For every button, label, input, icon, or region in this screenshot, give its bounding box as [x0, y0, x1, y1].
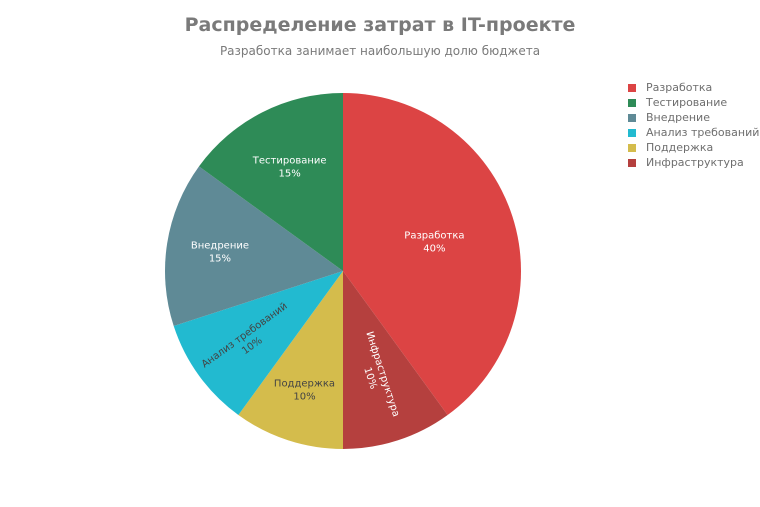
- legend-label: Внедрение: [646, 111, 710, 124]
- pie-slice[interactable]: [343, 93, 522, 416]
- legend-label: Разработка: [646, 81, 713, 94]
- slice-percent: 15%: [279, 168, 301, 179]
- pie-slice[interactable]: [238, 271, 343, 449]
- slice-label: Разработка: [404, 230, 464, 241]
- legend-label: Поддержка: [646, 141, 714, 154]
- pie-slice[interactable]: [165, 166, 343, 327]
- legend-swatch: [628, 83, 636, 92]
- legend-item[interactable]: Внедрение: [628, 110, 759, 125]
- pie-slice[interactable]: [198, 93, 343, 271]
- slice-label-group: Поддержка 10%: [274, 379, 335, 403]
- slice-label: Внедрение: [191, 241, 249, 252]
- slice-percent: 40%: [423, 243, 445, 254]
- legend-item[interactable]: Инфраструктура: [628, 155, 759, 170]
- slice-label-group: Внедрение 15%: [191, 241, 249, 265]
- legend-swatch: [628, 158, 636, 167]
- slice-label-group: Разработка 40%: [404, 230, 464, 254]
- legend-swatch: [628, 143, 636, 152]
- legend-swatch: [628, 98, 636, 107]
- legend-item[interactable]: Анализ требований: [628, 125, 759, 140]
- slice-label: Поддержка: [274, 379, 335, 390]
- chart-title: Распределение затрат в IT-проекте: [184, 14, 576, 36]
- pie-slice[interactable]: [173, 271, 343, 416]
- legend-item[interactable]: Тестирование: [628, 95, 759, 110]
- legend: Разработка Тестирование Внедрение Анализ тр…: [628, 80, 759, 170]
- legend-item[interactable]: Разработка: [628, 80, 759, 95]
- chart-subtitle: Разработка занимает наибольшую долю бюдж…: [219, 44, 541, 58]
- pie-slice[interactable]: [343, 271, 448, 449]
- legend-label: Тестирование: [646, 96, 728, 109]
- legend-swatch: [628, 113, 636, 122]
- slice-label: Тестирование: [252, 155, 327, 166]
- legend-label: Инфраструктура: [646, 156, 744, 169]
- legend-label: Анализ требований: [646, 126, 760, 139]
- slice-label-group: Тестирование 15%: [252, 155, 327, 179]
- slice-percent: 10%: [293, 392, 315, 403]
- slice-percent: 15%: [209, 254, 231, 265]
- legend-item[interactable]: Поддержка: [628, 140, 759, 155]
- legend-swatch: [628, 128, 636, 137]
